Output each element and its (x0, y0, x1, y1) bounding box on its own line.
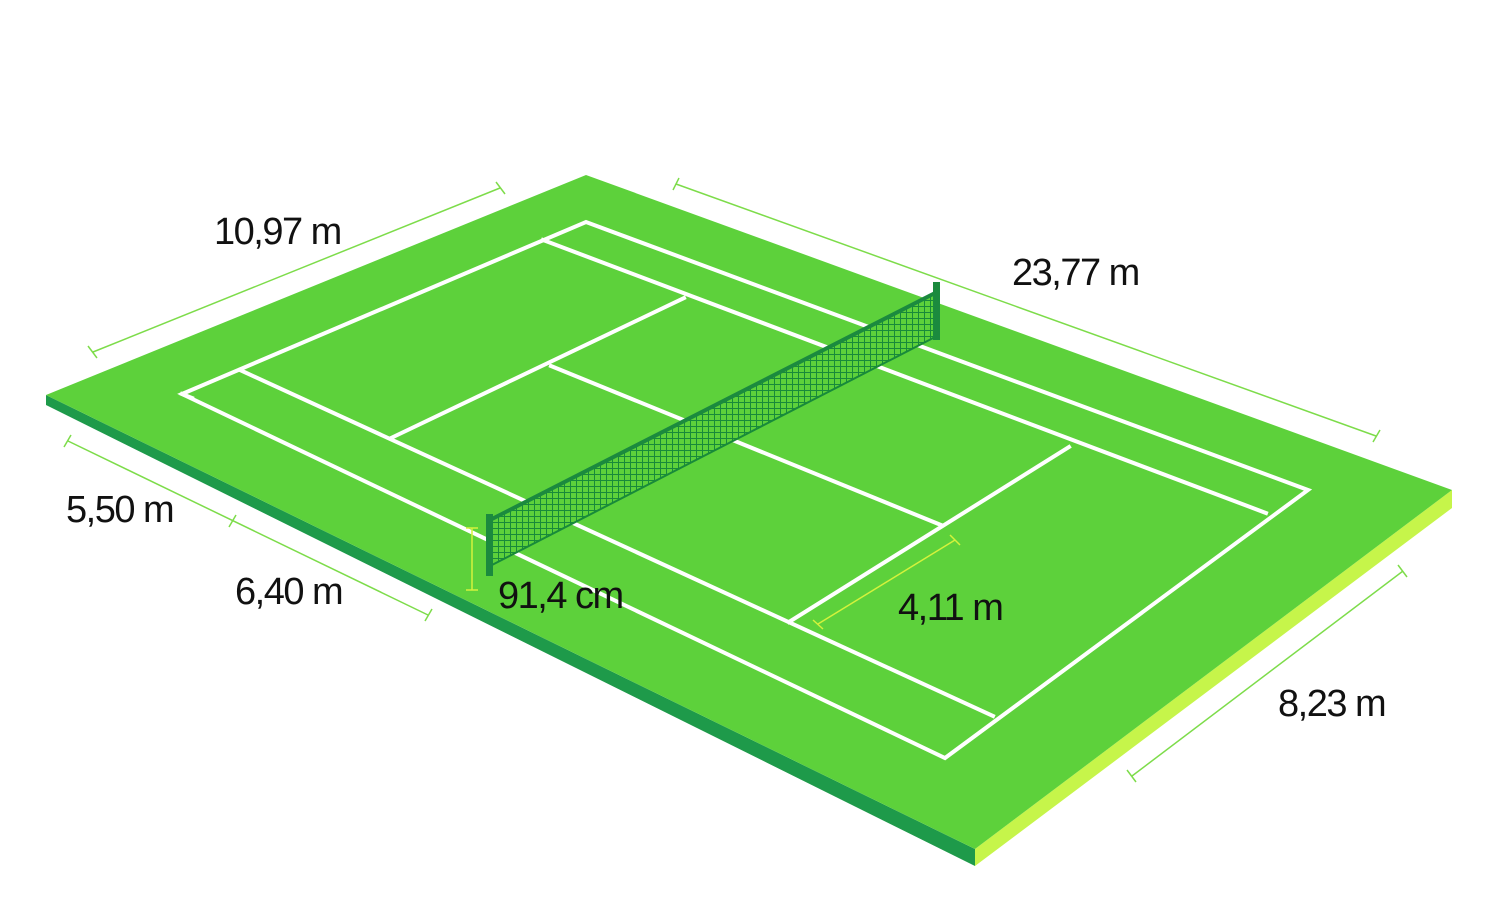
label-court-length: 23,77 m (1012, 252, 1139, 294)
net-post-left (486, 514, 493, 576)
label-service-box-depth: 6,40 m (235, 571, 342, 613)
court-surface (46, 175, 1452, 849)
court-right-edge (975, 490, 1452, 866)
dimension-lines (63, 177, 1408, 783)
net-mesh (490, 292, 937, 566)
net (486, 282, 940, 576)
center-service-line (548, 363, 944, 528)
label-singles-width: 8,23 m (1278, 683, 1385, 725)
net-height-marker (466, 527, 478, 591)
court-lines (177, 219, 1313, 761)
label-net-height: 91,4 cm (498, 575, 623, 617)
service-box-width-marker (812, 534, 961, 630)
service-line-right (786, 444, 1072, 625)
doubles-boundary (177, 219, 1313, 761)
court-left-edge (46, 395, 975, 866)
net-post-right (933, 282, 940, 340)
label-backcourt-depth: 5,50 m (66, 489, 173, 531)
net-bottom (489, 335, 938, 567)
center-mark-left (179, 391, 195, 401)
label-court-width: 10,97 m (214, 211, 341, 253)
net-tape (489, 290, 938, 522)
singles-sideline-near (237, 367, 996, 719)
label-service-box-width: 4,11 m (898, 587, 1002, 629)
service-line-left (388, 295, 687, 441)
singles-sideline-far (540, 237, 1269, 516)
